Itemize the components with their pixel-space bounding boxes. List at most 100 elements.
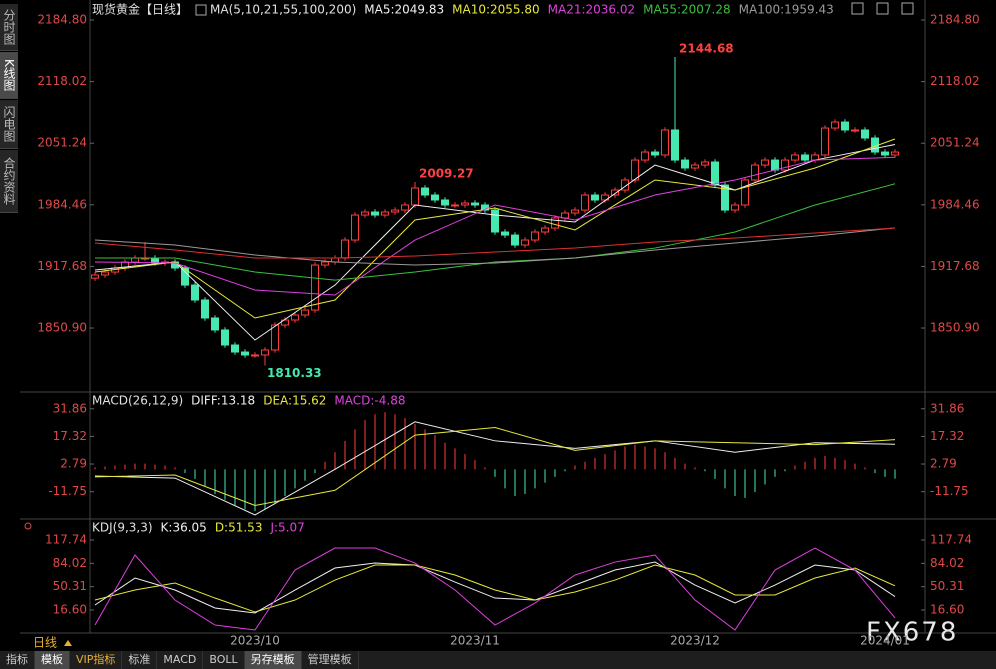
candle-body [361,211,369,216]
y-tick-label: 50.31 [930,579,964,593]
toolbar-tab[interactable]: MACD [157,651,204,669]
candle-body [241,351,249,356]
y-tick-label: 2118.02 [37,74,87,88]
candle-body [641,151,649,161]
candle-body [551,217,559,229]
period-arrow[interactable] [64,640,72,646]
indicator-line [94,561,896,614]
side-tab[interactable]: 闪电图 [0,100,18,149]
candle-body [611,189,619,196]
candle-body [231,344,239,353]
candle-body [671,129,679,161]
candle-body [181,267,189,286]
legend-entry: MA100:1959.43 [739,3,834,17]
y-tick-label: 84.02 [930,556,964,570]
candle-body [791,154,799,161]
indicator-line [94,421,896,516]
window-button[interactable] [851,2,864,15]
y-tick-label: 117.74 [930,533,972,547]
toolbar-tab[interactable]: 另存模板 [244,651,302,669]
side-tab[interactable]: 合约资料 [0,150,18,213]
x-tick-label: 2024/01 [860,634,910,648]
candle-body [771,159,779,171]
settings-icon[interactable] [24,522,32,530]
price-annotation: 2144.68 [679,42,734,56]
watermark: FX678 [866,618,958,648]
price-annotation: 1810.33 [267,366,322,380]
toolbar-tab[interactable]: 管理模板 [302,651,359,669]
indicator-line [94,227,896,259]
candle-body [881,151,889,156]
y-tick-label: 2118.02 [930,74,980,88]
legend-entry: MA55:2007.28 [643,3,731,17]
candle-body [701,161,709,166]
candle-body [441,199,449,206]
indicator-line [94,144,896,341]
candle-body [91,274,99,279]
y-tick-label: 117.74 [45,533,87,547]
candle-body [721,184,729,211]
toolbar-tab[interactable]: 标准 [122,651,158,669]
x-tick-label: 2023/10 [230,634,280,648]
candle-body [521,239,529,246]
x-tick-label: 2023/11 [450,634,500,648]
candle-body [341,239,349,259]
candle-body [651,151,659,156]
candle-body [461,202,469,206]
legend-entry: MA5:2049.83 [364,3,444,17]
toolbar-tab[interactable]: BOLL [203,651,245,669]
legend-entry: D:51.53 [215,521,263,535]
y-tick-label: 16.60 [53,603,87,617]
bottom-toolbar: 指标 模板 VIP指标 标准 MACD BOLL 另存模板 管理模板 [0,651,996,669]
toolbar-tab[interactable]: 指标 [0,651,35,669]
indicator-line [94,227,896,266]
candle-body [191,284,199,301]
candle-body [661,129,669,156]
candle-body [271,324,279,351]
y-tick-label: 16.60 [930,603,964,617]
toolbar-tab[interactable]: VIP指标 [70,651,123,669]
candle-body [421,187,429,196]
candle-body [541,227,549,233]
candle-body [761,159,769,166]
legend-entry: MACD:-4.88 [334,394,405,408]
candle-body [491,209,499,233]
window-button[interactable] [901,2,914,15]
candle-body [381,211,389,216]
candle-body [601,194,609,201]
candle-body [251,354,259,357]
candle-body [741,179,749,206]
y-tick-label: 1984.46 [930,197,980,211]
candle-body [211,317,219,331]
y-tick-label: 2051.24 [37,136,87,150]
candle-body [411,187,419,206]
legend-entry: J:5.07 [269,521,304,535]
candle-body [891,151,899,156]
indicator-line [94,564,896,613]
candle-body [821,127,829,156]
window-button[interactable] [876,2,889,15]
indicator-params: MA(5,10,21,55,100,200) [210,3,356,17]
y-tick-label: 1917.68 [37,259,87,273]
candle-body [861,129,869,139]
y-tick-label: 50.31 [53,579,87,593]
candle-body [581,194,589,211]
legend-entry: MA21:2036.02 [548,3,636,17]
candle-body [501,231,509,236]
y-tick-label: -11.75 [48,484,87,498]
side-tab[interactable]: 分时图 [0,4,18,51]
x-tick-label: 2023/12 [670,634,720,648]
y-tick-label: -11.75 [930,484,969,498]
candle-body [291,314,299,321]
y-tick-label: 2051.24 [930,136,980,150]
toolbar-tab[interactable]: 模板 [35,651,70,669]
candle-body [221,329,229,346]
period-label[interactable]: 日线 [33,636,57,650]
candle-body [571,209,579,214]
candle-body [401,204,409,211]
y-tick-label: 2184.80 [37,13,87,27]
y-tick-label: 17.32 [53,429,87,443]
candle-body [831,121,839,129]
side-tab[interactable]: K线图 [0,52,18,99]
